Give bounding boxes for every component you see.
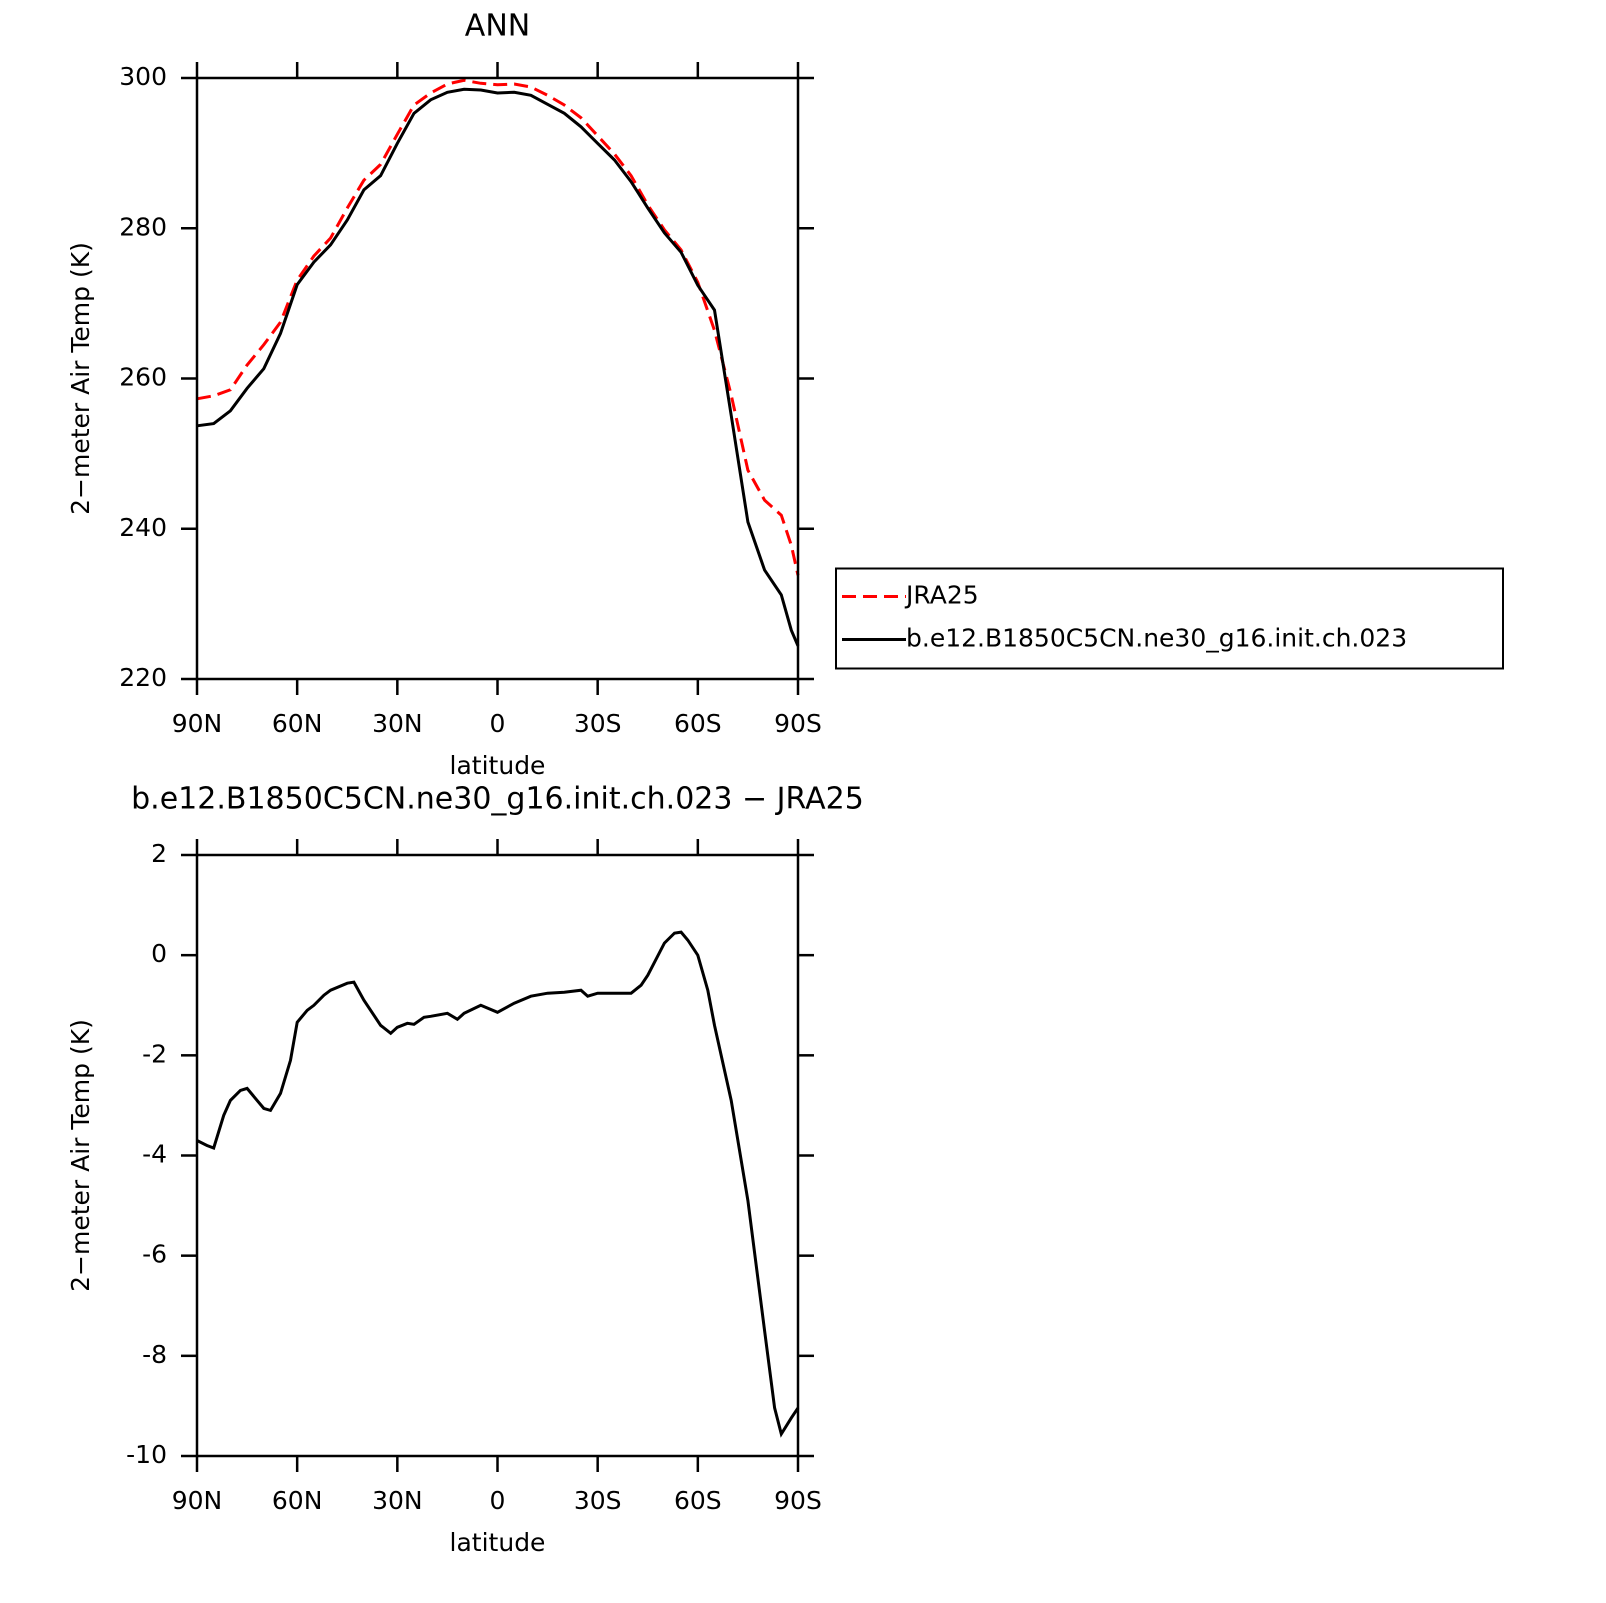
x-tick-label: 60N: [272, 1486, 323, 1515]
legend-label: b.e12.B1850C5CN.ne30_g16.init.ch.023: [906, 624, 1407, 653]
x-tick-label: 90N: [172, 709, 223, 738]
x-tick-label: 60S: [674, 1486, 722, 1515]
x-axis-label: latitude: [450, 1528, 546, 1557]
y-tick-label: 260: [119, 363, 167, 392]
x-tick-label: 90S: [774, 1486, 822, 1515]
x-tick-label: 60N: [272, 709, 323, 738]
y-tick-label: 280: [119, 212, 167, 241]
y-tick-label: -4: [142, 1140, 167, 1169]
x-tick-label: 0: [490, 1486, 506, 1515]
chart-title: ANN: [465, 9, 530, 44]
plot-frame: [195, 853, 800, 1458]
y-tick-label: 240: [119, 513, 167, 542]
y-tick-label: -8: [142, 1340, 167, 1369]
plot-frame: [195, 76, 800, 681]
y-tick-label: 300: [119, 62, 167, 91]
x-tick-label: 30S: [574, 709, 622, 738]
data-line: [196, 87, 800, 647]
y-tick-label: 2: [151, 839, 167, 868]
x-tick-label: 30N: [372, 1486, 423, 1515]
x-tick-label: 30N: [372, 709, 423, 738]
x-tick-label: 0: [490, 709, 506, 738]
y-axis-label: 2−meter Air Temp (K): [66, 1019, 95, 1292]
y-axis-label: 2−meter Air Temp (K): [66, 242, 95, 515]
y-tick-label: -6: [142, 1240, 167, 1269]
x-axis-label: latitude: [450, 751, 546, 780]
legend-box: [835, 567, 1504, 670]
legend-label: JRA25: [904, 581, 979, 610]
data-line: [196, 930, 800, 1438]
y-tick-label: -10: [126, 1440, 167, 1469]
data-line: [196, 78, 800, 576]
y-tick-label: 220: [119, 663, 167, 692]
x-tick-label: 30S: [574, 1486, 622, 1515]
x-tick-label: 90S: [774, 709, 822, 738]
y-tick-label: 0: [151, 939, 167, 968]
chart-title: b.e12.B1850C5CN.ne30_g16.init.ch.023 − J…: [131, 782, 864, 817]
x-tick-label: 60S: [674, 709, 722, 738]
x-tick-label: 90N: [172, 1486, 223, 1515]
y-tick-label: -2: [142, 1039, 167, 1068]
